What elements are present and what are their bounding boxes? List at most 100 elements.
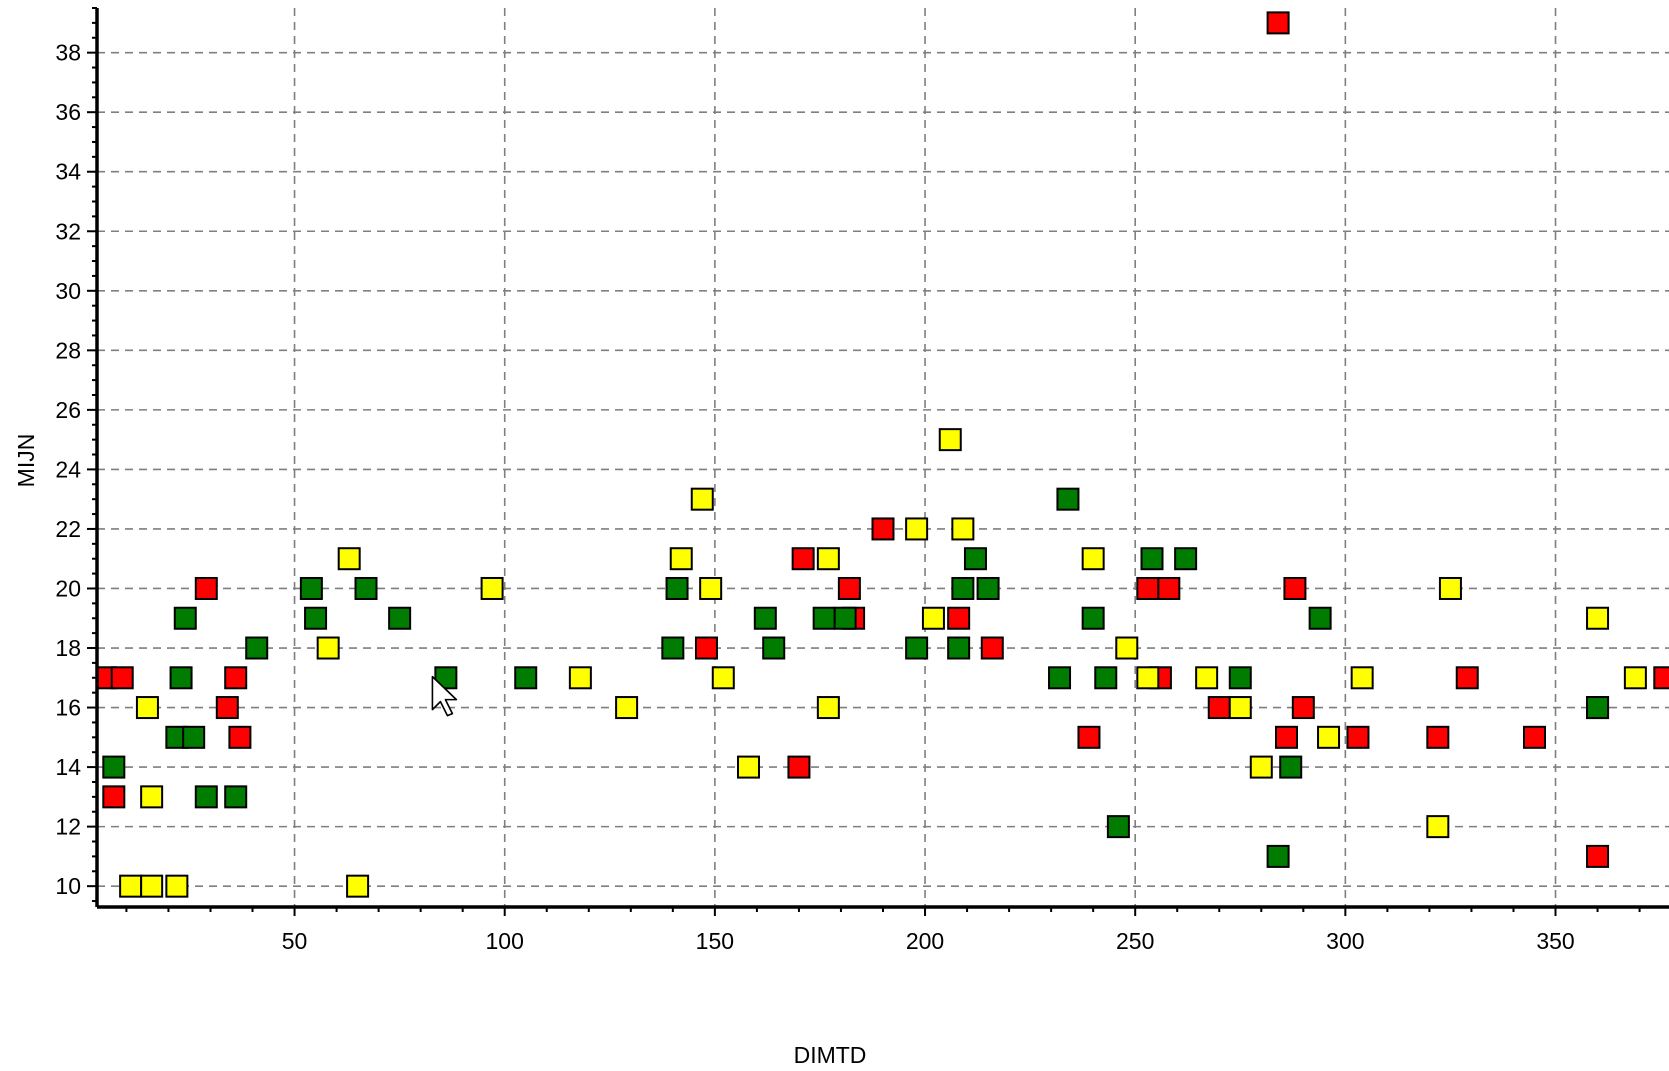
arrow-cursor-icon [431,675,458,717]
grid [97,8,1669,907]
data-point [169,666,193,690]
data-point [938,428,962,452]
data-point [1283,576,1307,600]
data-point [699,576,723,600]
data-point [434,666,458,690]
data-point [980,636,1004,660]
data-point [905,636,929,660]
data-point [947,636,971,660]
y-tick-label: 24 [55,456,81,482]
data-point [963,547,987,571]
data-point [1455,666,1479,690]
x-tick-label: 350 [1536,928,1574,954]
data-point [1115,636,1139,660]
data-point [816,547,840,571]
y-tick-labels: 10 12 14 16 18 20 22 24 26 28 30 32 34 36 38 [55,40,81,900]
data-point [1228,666,1252,690]
data-point [140,874,164,898]
data-point [762,636,786,660]
data-point [1094,666,1118,690]
data-point [194,785,218,809]
data-point [165,874,189,898]
x-tick-label: 200 [906,928,944,954]
data-points [97,11,1669,898]
data-point [119,874,143,898]
data-point [1586,606,1610,630]
data-point [1653,666,1669,690]
data-point [736,755,760,779]
data-point [102,785,126,809]
data-point [1279,755,1303,779]
y-tick-label: 36 [55,99,81,125]
data-point [753,606,777,630]
data-point [1157,576,1181,600]
data-point [921,606,945,630]
data-point [110,666,134,690]
data-point [337,547,361,571]
y-tick-label: 28 [55,337,81,363]
data-point [951,576,975,600]
y-axis-title: MIJN [13,434,39,488]
data-point [1275,725,1299,749]
data-point [224,785,248,809]
data-point [1266,844,1290,868]
data-point [299,576,323,600]
data-point [1623,666,1647,690]
data-point [1195,666,1219,690]
data-point [1346,725,1370,749]
data-point [976,576,1000,600]
y-tick-label: 26 [55,397,81,423]
y-tick-label: 38 [55,40,81,66]
data-point [1136,666,1160,690]
y-tick-label: 32 [55,218,81,244]
data-point [615,696,639,720]
data-point [304,606,328,630]
data-point [1249,755,1273,779]
arrow-cursor-shape [431,675,458,717]
y-tick-label: 10 [55,873,81,899]
data-point [1350,666,1374,690]
data-point [1140,547,1164,571]
x-tick-label: 100 [486,928,524,954]
data-point [833,606,857,630]
data-point [480,576,504,600]
data-point [354,576,378,600]
data-point [871,517,895,541]
y-tick-label: 14 [55,754,81,780]
data-point [1308,606,1332,630]
data-point [947,606,971,630]
data-point [837,576,861,600]
data-point [102,755,126,779]
data-point [316,636,340,660]
tick-marks [87,7,1641,916]
data-point [1174,547,1198,571]
x-axis-title: DIMTD [794,1042,867,1068]
data-point [1291,696,1315,720]
data-point [140,785,164,809]
data-point [224,666,248,690]
data-point [661,636,685,660]
data-point [1056,487,1080,511]
data-point [1048,666,1072,690]
data-point [791,547,815,571]
data-point [812,606,836,630]
y-tick-label: 22 [55,516,81,542]
data-point [1228,696,1252,720]
x-tick-label: 150 [696,928,734,954]
data-point [245,636,269,660]
data-point [173,606,197,630]
data-point [711,666,735,690]
data-point [669,547,693,571]
y-tick-label: 30 [55,278,81,304]
data-point [787,755,811,779]
data-point [1438,576,1462,600]
data-point [388,606,412,630]
data-point [182,725,206,749]
y-tick-label: 12 [55,814,81,840]
data-point [215,696,239,720]
data-point [1317,725,1341,749]
x-tick-labels: 50 100 150 200 250 300 350 [282,928,1575,954]
data-point [905,517,929,541]
data-point [816,696,840,720]
